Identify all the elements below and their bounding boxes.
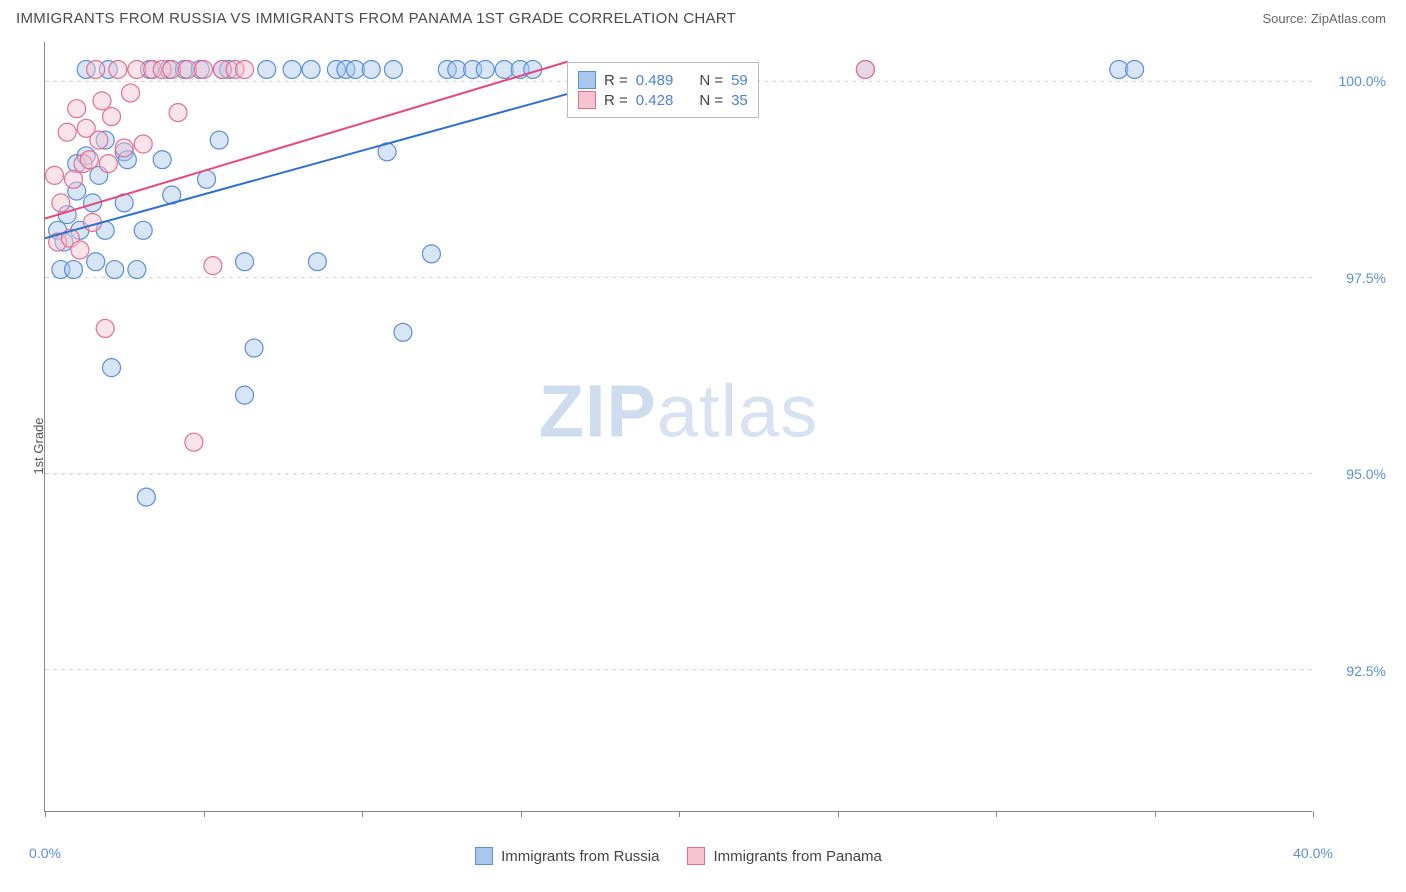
data-point bbox=[236, 386, 254, 404]
data-point bbox=[115, 139, 133, 157]
r-value: 0.489 bbox=[636, 72, 674, 89]
data-point bbox=[476, 60, 494, 78]
data-point bbox=[96, 319, 114, 337]
x-tick bbox=[1313, 811, 1314, 817]
data-point bbox=[302, 60, 320, 78]
legend-label: Immigrants from Russia bbox=[501, 848, 659, 865]
source-name: ZipAtlas.com bbox=[1311, 11, 1386, 26]
data-point bbox=[103, 108, 121, 126]
data-point bbox=[134, 221, 152, 239]
chart-plot-area: ZIPatlas 92.5%95.0%97.5%100.0% 0.0%40.0%… bbox=[44, 42, 1312, 812]
chart-header: IMMIGRANTS FROM RUSSIA VS IMMIGRANTS FRO… bbox=[0, 0, 1406, 33]
data-point bbox=[308, 253, 326, 271]
stat-row: R = 0.489 N = 59 bbox=[578, 71, 748, 89]
r-label: R = bbox=[604, 72, 628, 89]
scatter-plot-svg bbox=[45, 42, 1312, 811]
data-point bbox=[46, 166, 64, 184]
series-swatch bbox=[578, 91, 596, 109]
data-point bbox=[137, 488, 155, 506]
data-point bbox=[106, 261, 124, 279]
correlation-stats-box: R = 0.489 N = 59 R = 0.428 N = 35 bbox=[567, 62, 759, 118]
data-point bbox=[258, 60, 276, 78]
data-point bbox=[153, 151, 171, 169]
data-point bbox=[52, 194, 70, 212]
data-point bbox=[236, 60, 254, 78]
data-point bbox=[99, 155, 117, 173]
data-point bbox=[90, 131, 108, 149]
data-point bbox=[87, 253, 105, 271]
source-prefix: Source: bbox=[1262, 11, 1310, 26]
stat-row: R = 0.428 N = 35 bbox=[578, 91, 748, 109]
x-tick bbox=[838, 811, 839, 817]
y-tick-label: 97.5% bbox=[1346, 270, 1386, 286]
r-value: 0.428 bbox=[636, 92, 674, 109]
legend-label: Immigrants from Panama bbox=[713, 848, 881, 865]
data-point bbox=[87, 60, 105, 78]
y-tick-label: 92.5% bbox=[1346, 663, 1386, 679]
x-tick bbox=[45, 811, 46, 817]
data-point bbox=[169, 104, 187, 122]
legend: Immigrants from Russia Immigrants from Pa… bbox=[45, 847, 1312, 865]
legend-item: Immigrants from Panama bbox=[687, 847, 881, 865]
data-point bbox=[68, 100, 86, 118]
data-point bbox=[65, 261, 83, 279]
data-point bbox=[71, 241, 89, 259]
data-point bbox=[362, 60, 380, 78]
legend-swatch bbox=[475, 847, 493, 865]
data-point bbox=[245, 339, 263, 357]
data-point bbox=[185, 433, 203, 451]
series-swatch bbox=[578, 71, 596, 89]
x-tick bbox=[996, 811, 997, 817]
r-label: R = bbox=[604, 92, 628, 109]
data-point bbox=[283, 60, 301, 78]
x-tick bbox=[521, 811, 522, 817]
data-point bbox=[103, 359, 121, 377]
y-tick-label: 100.0% bbox=[1339, 73, 1386, 89]
data-point bbox=[65, 170, 83, 188]
x-tick bbox=[362, 811, 363, 817]
data-point bbox=[1126, 60, 1144, 78]
data-point bbox=[80, 151, 98, 169]
n-label: N = bbox=[699, 72, 723, 89]
x-tick bbox=[1155, 811, 1156, 817]
source-attribution: Source: ZipAtlas.com bbox=[1262, 11, 1386, 26]
data-point bbox=[856, 60, 874, 78]
data-point bbox=[93, 92, 111, 110]
data-point bbox=[122, 84, 140, 102]
data-point bbox=[204, 257, 222, 275]
data-point bbox=[210, 131, 228, 149]
data-point bbox=[58, 123, 76, 141]
x-tick bbox=[204, 811, 205, 817]
data-point bbox=[394, 323, 412, 341]
data-point bbox=[422, 245, 440, 263]
chart-title: IMMIGRANTS FROM RUSSIA VS IMMIGRANTS FRO… bbox=[16, 10, 736, 27]
x-tick bbox=[679, 811, 680, 817]
data-point bbox=[198, 170, 216, 188]
n-value: 35 bbox=[731, 92, 748, 109]
n-value: 59 bbox=[731, 72, 748, 89]
y-tick-label: 95.0% bbox=[1346, 466, 1386, 482]
legend-swatch bbox=[687, 847, 705, 865]
data-point bbox=[109, 60, 127, 78]
n-label: N = bbox=[699, 92, 723, 109]
data-point bbox=[134, 135, 152, 153]
data-point bbox=[236, 253, 254, 271]
data-point bbox=[194, 60, 212, 78]
data-point bbox=[128, 261, 146, 279]
data-point bbox=[384, 60, 402, 78]
legend-item: Immigrants from Russia bbox=[475, 847, 659, 865]
